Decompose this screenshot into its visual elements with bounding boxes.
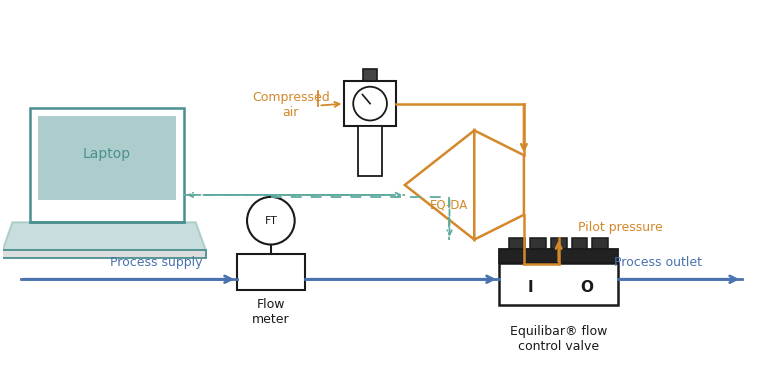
Polygon shape [2, 222, 206, 250]
FancyBboxPatch shape [530, 238, 546, 254]
Circle shape [353, 87, 387, 120]
FancyBboxPatch shape [344, 81, 396, 126]
FancyBboxPatch shape [31, 108, 184, 222]
Text: FT: FT [265, 216, 277, 226]
Text: Pilot pressure: Pilot pressure [578, 221, 662, 234]
Text: O: O [580, 280, 593, 295]
Text: Process outlet: Process outlet [614, 256, 702, 269]
Text: Compressed
air: Compressed air [252, 91, 330, 119]
Polygon shape [405, 130, 475, 240]
FancyBboxPatch shape [499, 250, 618, 264]
Text: Flow
meter: Flow meter [252, 298, 290, 326]
FancyBboxPatch shape [551, 238, 567, 254]
FancyBboxPatch shape [237, 254, 304, 290]
Text: Equilibar® flow
control valve: Equilibar® flow control valve [510, 325, 607, 353]
FancyBboxPatch shape [358, 126, 382, 176]
Text: I: I [528, 280, 533, 295]
FancyBboxPatch shape [2, 250, 206, 258]
Circle shape [247, 197, 295, 244]
FancyBboxPatch shape [363, 69, 377, 81]
Text: Process supply: Process supply [111, 256, 203, 269]
FancyBboxPatch shape [499, 264, 618, 305]
Text: EQ-DA: EQ-DA [430, 198, 468, 211]
FancyBboxPatch shape [571, 238, 588, 254]
FancyBboxPatch shape [592, 238, 608, 254]
Text: Laptop: Laptop [83, 147, 131, 161]
Polygon shape [475, 130, 524, 240]
FancyBboxPatch shape [38, 116, 176, 200]
FancyBboxPatch shape [509, 238, 525, 254]
